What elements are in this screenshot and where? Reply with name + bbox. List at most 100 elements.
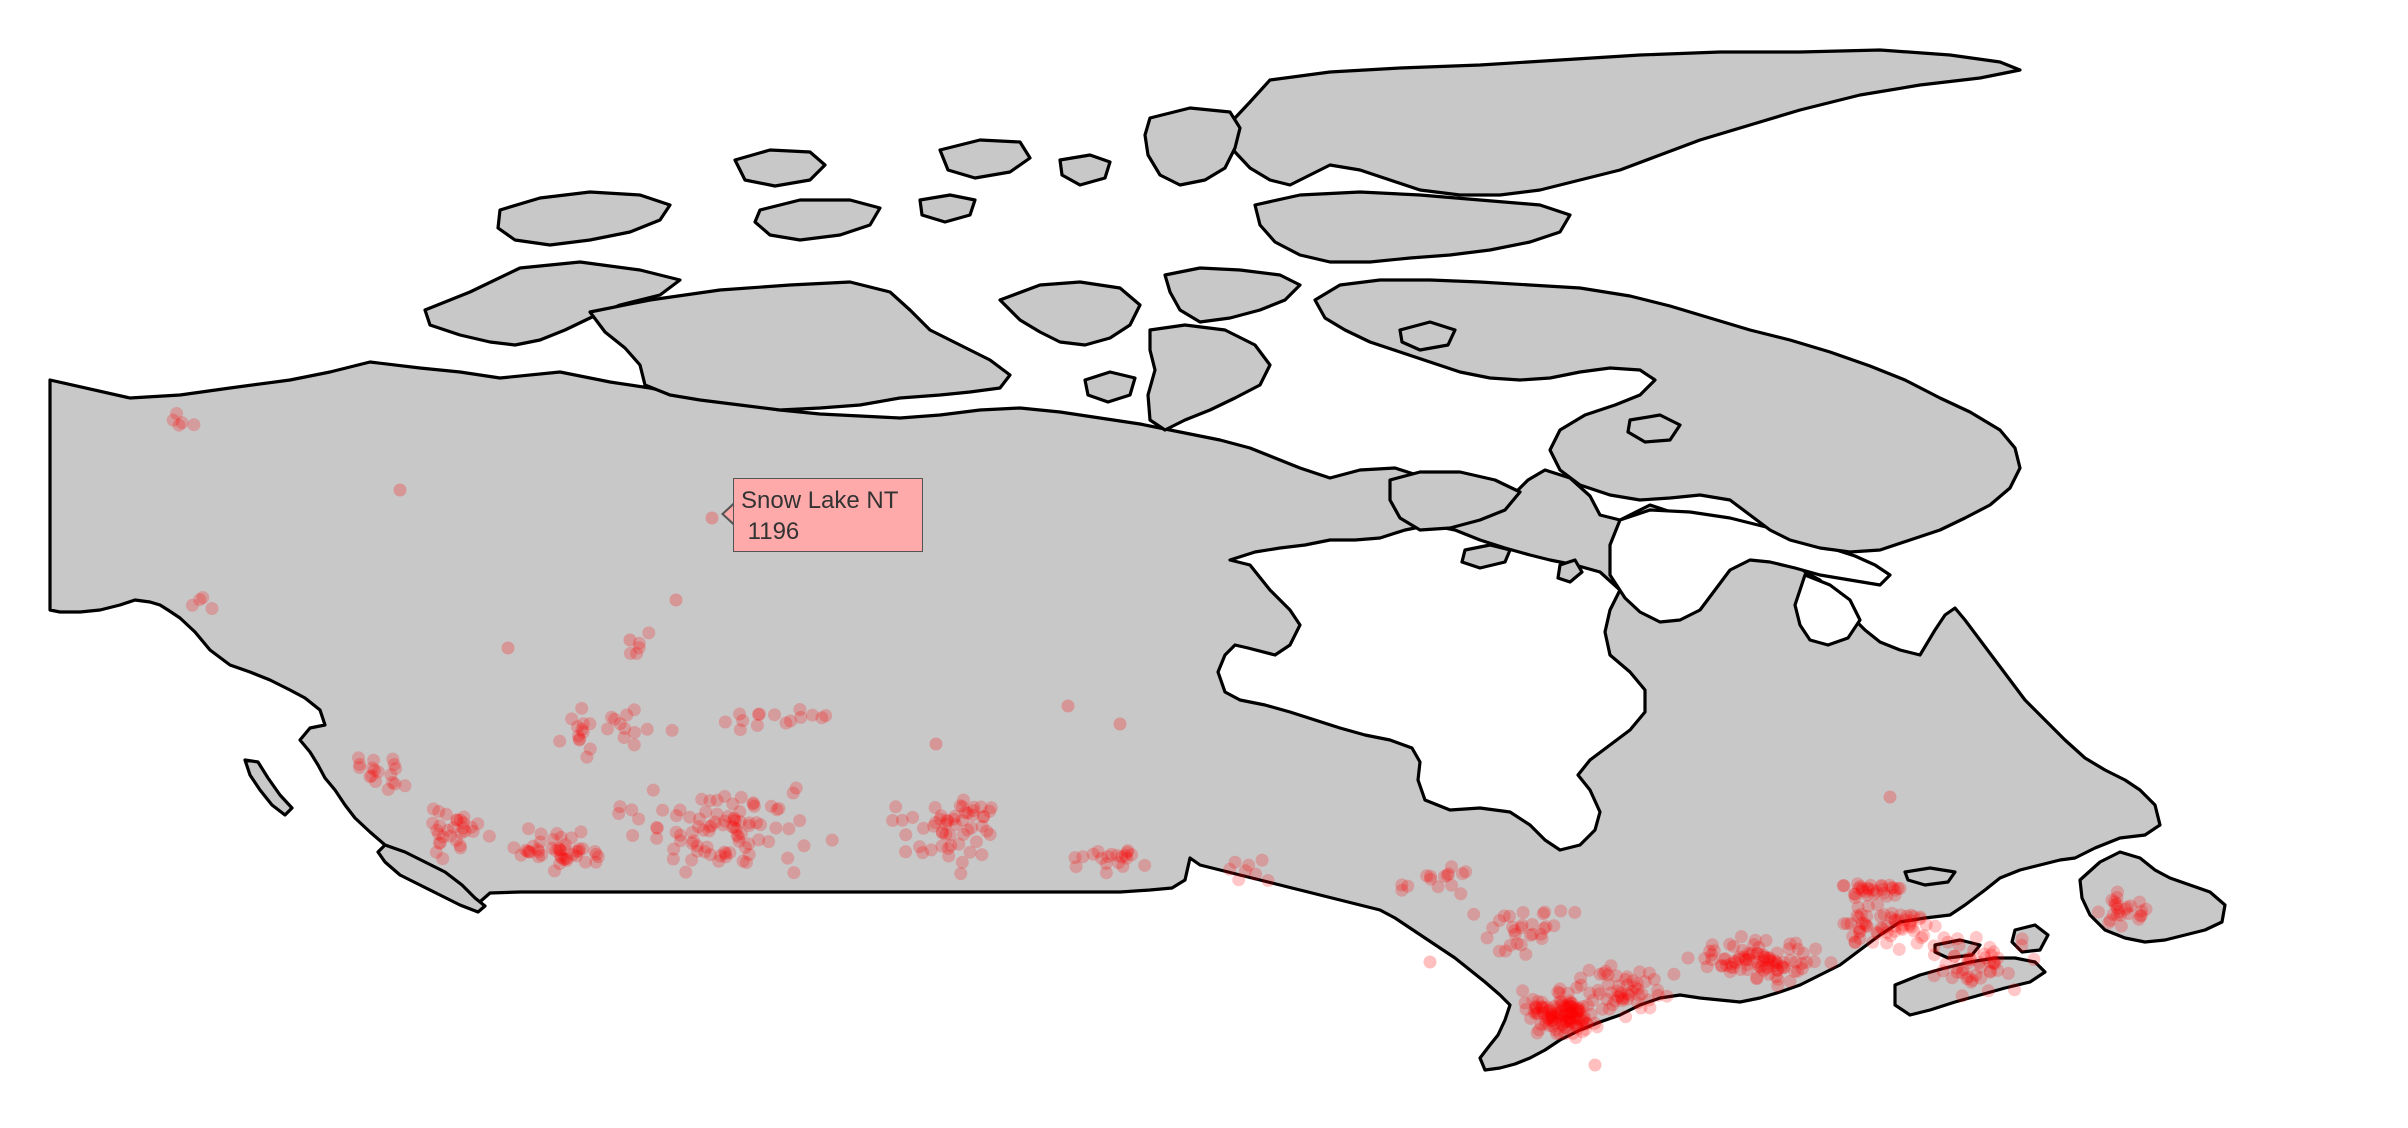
city-marker[interactable] bbox=[2110, 901, 2124, 915]
city-marker[interactable] bbox=[433, 819, 447, 833]
city-marker[interactable] bbox=[1601, 968, 1615, 982]
city-marker[interactable] bbox=[1486, 921, 1500, 935]
city-marker[interactable] bbox=[696, 823, 710, 837]
city-marker[interactable] bbox=[889, 800, 903, 814]
city-marker[interactable] bbox=[667, 842, 681, 856]
city-marker[interactable] bbox=[457, 810, 471, 824]
city-marker[interactable] bbox=[699, 805, 713, 819]
city-marker[interactable] bbox=[965, 821, 979, 835]
city-marker[interactable] bbox=[1541, 1000, 1555, 1014]
city-marker[interactable] bbox=[1888, 888, 1902, 902]
city-marker[interactable] bbox=[553, 734, 567, 748]
city-marker[interactable] bbox=[742, 819, 756, 833]
city-marker[interactable] bbox=[1616, 992, 1630, 1006]
city-marker[interactable] bbox=[738, 840, 752, 854]
city-marker[interactable] bbox=[1741, 946, 1755, 960]
city-marker[interactable] bbox=[571, 720, 584, 734]
city-marker[interactable] bbox=[471, 817, 485, 831]
city-marker[interactable] bbox=[1880, 936, 1894, 950]
city-marker[interactable] bbox=[1556, 998, 1570, 1011]
city-marker[interactable] bbox=[1855, 916, 1869, 930]
city-marker[interactable] bbox=[1907, 910, 1921, 924]
city-marker[interactable] bbox=[1401, 879, 1415, 893]
city-marker[interactable] bbox=[967, 800, 981, 814]
city-marker[interactable] bbox=[429, 845, 443, 859]
city-marker[interactable] bbox=[1888, 919, 1902, 933]
city-marker[interactable] bbox=[917, 821, 930, 835]
city-marker[interactable] bbox=[669, 809, 683, 823]
city-marker[interactable] bbox=[1582, 963, 1596, 977]
city-marker[interactable] bbox=[1984, 948, 1998, 962]
city-marker[interactable] bbox=[1599, 964, 1613, 978]
city-marker[interactable] bbox=[1770, 963, 1784, 977]
city-marker[interactable] bbox=[2108, 895, 2122, 909]
city-marker[interactable] bbox=[730, 828, 744, 842]
city-marker[interactable] bbox=[205, 602, 219, 615]
city-marker[interactable] bbox=[482, 829, 496, 843]
city-marker[interactable] bbox=[1534, 927, 1548, 941]
city-marker[interactable] bbox=[947, 812, 961, 826]
city-marker[interactable] bbox=[1750, 947, 1764, 961]
city-marker[interactable] bbox=[1553, 982, 1567, 996]
city-marker[interactable] bbox=[1867, 887, 1881, 901]
city-marker[interactable] bbox=[1733, 950, 1747, 964]
city-marker[interactable] bbox=[642, 626, 656, 640]
city-marker[interactable] bbox=[913, 840, 927, 854]
city-marker[interactable] bbox=[1554, 1003, 1568, 1017]
city-marker[interactable] bbox=[1892, 942, 1906, 956]
city-marker[interactable] bbox=[955, 855, 969, 869]
city-marker[interactable] bbox=[1883, 790, 1897, 804]
city-marker[interactable] bbox=[1536, 907, 1550, 921]
city-marker[interactable] bbox=[566, 848, 580, 861]
city-marker[interactable] bbox=[742, 837, 756, 851]
city-marker[interactable] bbox=[1734, 963, 1747, 976]
city-marker[interactable] bbox=[612, 807, 626, 820]
city-marker[interactable] bbox=[1566, 1000, 1580, 1014]
city-marker[interactable] bbox=[1736, 943, 1750, 957]
city-marker[interactable] bbox=[928, 801, 942, 814]
city-marker[interactable] bbox=[465, 820, 478, 834]
city-marker[interactable] bbox=[1880, 889, 1894, 903]
city-marker[interactable] bbox=[1758, 950, 1772, 964]
city-marker[interactable] bbox=[170, 407, 184, 420]
city-marker[interactable] bbox=[1568, 1018, 1582, 1032]
city-marker[interactable] bbox=[764, 799, 778, 813]
city-marker[interactable] bbox=[453, 839, 467, 852]
city-marker[interactable] bbox=[1717, 952, 1731, 966]
city-marker[interactable] bbox=[1609, 969, 1623, 983]
city-marker[interactable] bbox=[450, 813, 464, 827]
city-marker[interactable] bbox=[1508, 927, 1522, 941]
city-marker[interactable] bbox=[388, 777, 402, 791]
city-marker[interactable] bbox=[626, 829, 640, 842]
city-marker[interactable] bbox=[605, 710, 618, 724]
city-marker[interactable] bbox=[1864, 878, 1877, 892]
city-marker[interactable] bbox=[1631, 996, 1645, 1010]
city-marker[interactable] bbox=[1737, 950, 1751, 964]
city-marker[interactable] bbox=[1776, 961, 1790, 975]
city-marker[interactable] bbox=[754, 818, 767, 832]
city-marker[interactable] bbox=[1987, 945, 2001, 959]
city-marker[interactable] bbox=[939, 827, 953, 841]
city-marker[interactable] bbox=[1580, 1017, 1593, 1030]
city-marker[interactable] bbox=[1516, 906, 1530, 919]
city-marker[interactable] bbox=[548, 864, 561, 878]
city-marker[interactable] bbox=[1723, 937, 1737, 951]
city-marker[interactable] bbox=[916, 846, 930, 860]
city-marker[interactable] bbox=[1847, 887, 1861, 901]
city-marker[interactable] bbox=[727, 813, 741, 827]
city-marker[interactable] bbox=[1528, 1007, 1542, 1021]
city-marker[interactable] bbox=[1523, 928, 1537, 942]
city-marker[interactable] bbox=[583, 717, 597, 731]
city-marker[interactable] bbox=[899, 845, 913, 859]
city-marker[interactable] bbox=[1541, 1011, 1555, 1025]
city-marker[interactable] bbox=[1565, 1006, 1579, 1020]
city-marker[interactable] bbox=[1927, 948, 1941, 962]
city-marker[interactable] bbox=[1750, 971, 1764, 985]
city-marker[interactable] bbox=[924, 843, 938, 857]
city-marker[interactable] bbox=[193, 593, 207, 607]
city-marker[interactable] bbox=[1874, 921, 1888, 935]
city-marker[interactable] bbox=[1455, 867, 1469, 881]
city-marker[interactable] bbox=[1544, 1008, 1558, 1022]
city-marker[interactable] bbox=[1991, 963, 2005, 977]
city-marker[interactable] bbox=[939, 817, 953, 831]
